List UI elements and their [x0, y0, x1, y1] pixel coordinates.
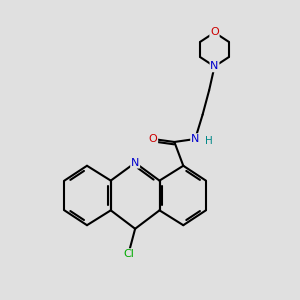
Text: O: O [148, 134, 157, 144]
Text: N: N [191, 134, 200, 144]
Text: O: O [210, 28, 219, 38]
Text: N: N [210, 61, 219, 71]
Text: N: N [131, 158, 139, 168]
Text: Cl: Cl [124, 249, 135, 259]
Text: H: H [205, 136, 212, 146]
